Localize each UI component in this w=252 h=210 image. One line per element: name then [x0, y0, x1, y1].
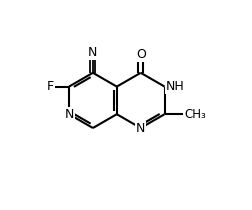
Text: NH: NH: [166, 80, 184, 93]
Text: F: F: [47, 80, 54, 93]
Text: O: O: [136, 48, 146, 61]
Text: N: N: [88, 46, 98, 59]
Text: N: N: [136, 122, 145, 134]
Text: CH₃: CH₃: [184, 108, 206, 121]
Text: N: N: [64, 108, 74, 121]
